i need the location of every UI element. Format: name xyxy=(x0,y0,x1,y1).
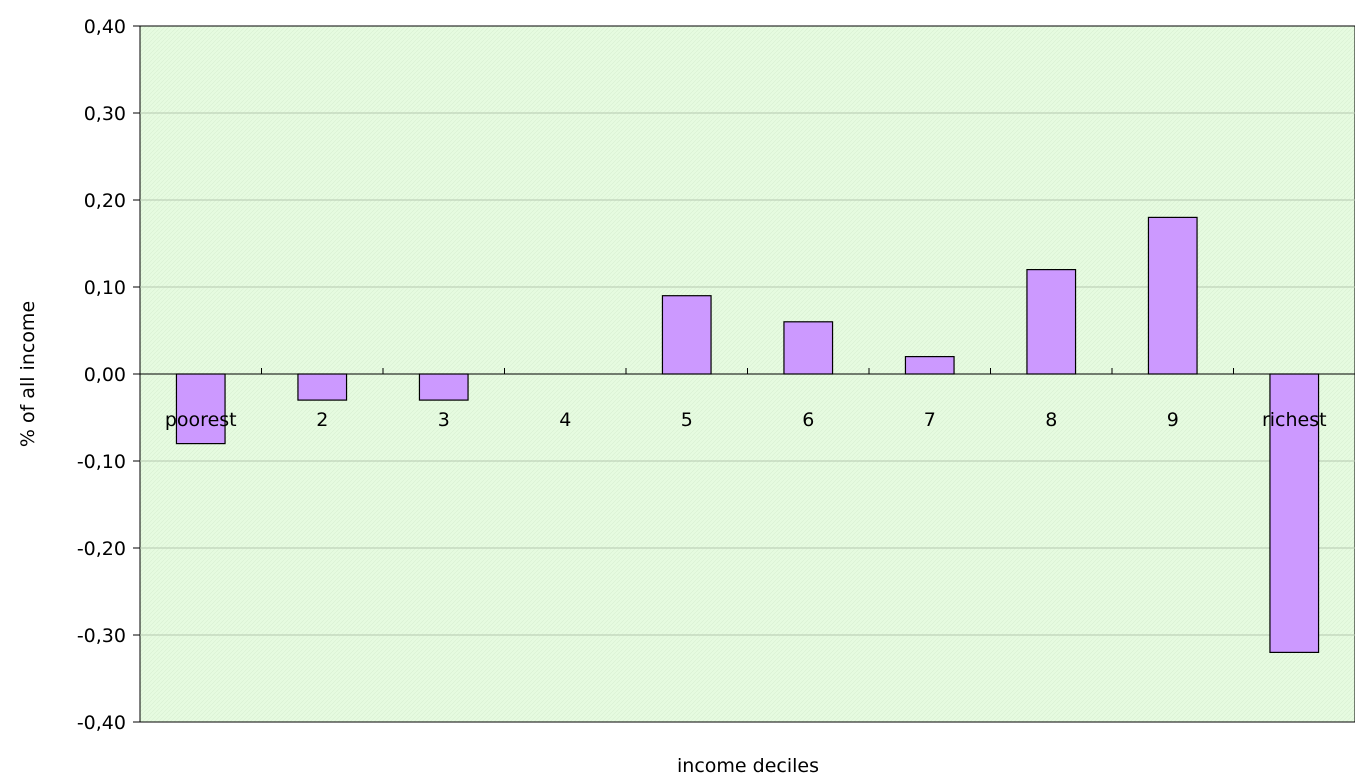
y-tick-label: -0,20 xyxy=(77,538,126,560)
x-tick-label: 9 xyxy=(1167,409,1179,431)
x-tick-labels: poorest 2 3 4 5 6 7 8 9 richest xyxy=(165,409,1327,431)
bar xyxy=(783,321,834,375)
x-tick-label: 4 xyxy=(559,409,571,431)
y-tick-label: 0,30 xyxy=(84,103,126,125)
y-tick-label: 0,20 xyxy=(84,190,126,212)
x-tick-label: 5 xyxy=(681,409,693,431)
y-tick-label: 0,40 xyxy=(84,16,126,38)
bar xyxy=(1269,373,1320,653)
y-tick-label: -0,40 xyxy=(77,712,126,734)
bar xyxy=(418,373,469,401)
x-tick-label: 7 xyxy=(924,409,936,431)
bar xyxy=(661,295,712,375)
x-axis-title: income deciles xyxy=(677,755,819,776)
bar xyxy=(1026,269,1077,375)
y-tick-label: 0,00 xyxy=(84,364,126,386)
x-tick-label: richest xyxy=(1262,409,1327,431)
y-tick-label: -0,10 xyxy=(77,451,126,473)
y-tick-label: 0,10 xyxy=(84,277,126,299)
y-axis-title: % of all income xyxy=(17,301,39,447)
y-tick-label: -0,30 xyxy=(77,625,126,647)
x-tick-label: 3 xyxy=(438,409,450,431)
x-tick-label: 2 xyxy=(316,409,328,431)
x-tick-label: poorest xyxy=(165,409,237,431)
y-tick-labels: 0,40 0,30 0,20 0,10 0,00 -0,10 -0,20 -0,30 -0,40 xyxy=(77,16,126,734)
bar xyxy=(1147,216,1198,375)
bar xyxy=(904,356,955,375)
x-tick-label: 6 xyxy=(802,409,814,431)
bars xyxy=(175,216,1320,653)
bar xyxy=(297,373,348,401)
x-tick-label: 8 xyxy=(1045,409,1057,431)
gridlines xyxy=(140,112,1355,636)
axes xyxy=(133,25,1355,723)
